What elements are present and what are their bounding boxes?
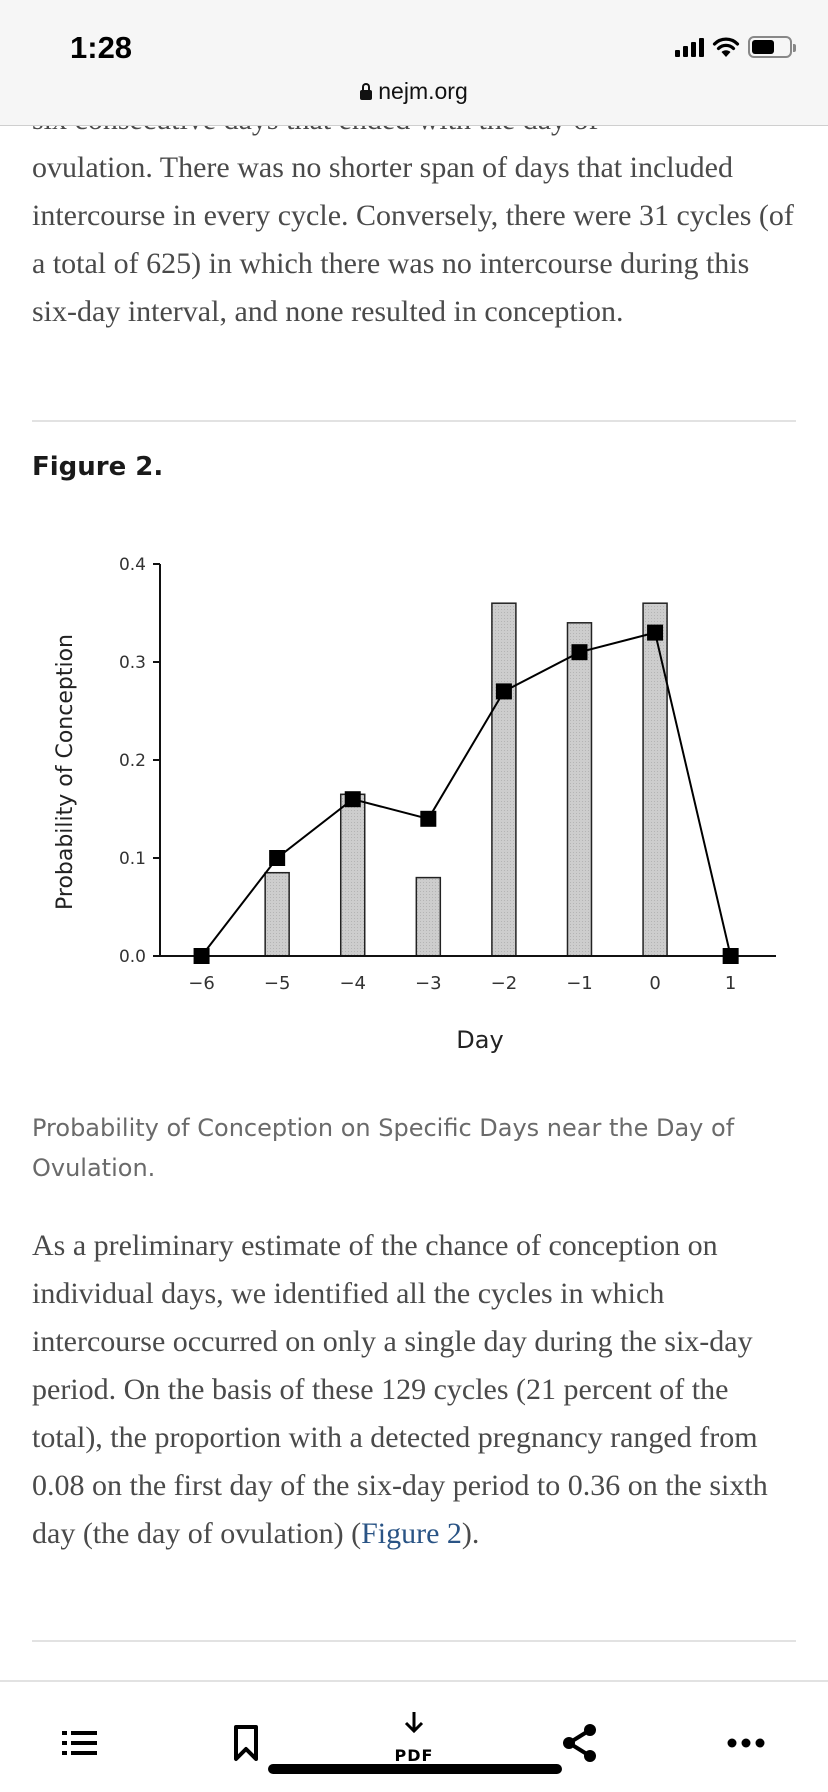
line-marker-day--4 <box>344 791 361 808</box>
bookmark-icon <box>234 1725 258 1761</box>
url-text: nejm.org <box>378 78 468 104</box>
home-indicator <box>268 1764 562 1774</box>
section-divider <box>32 1640 796 1642</box>
x-tick-label: −2 <box>491 973 518 994</box>
lock-icon <box>360 83 373 100</box>
y-axis-label: Probability of Conception <box>53 634 78 910</box>
x-tick-label: −3 <box>415 973 442 994</box>
y-tick-label: 0.0 <box>119 947 146 967</box>
line-marker-day-0 <box>647 624 664 641</box>
paragraph-text: ovulation. There was no shorter span of … <box>32 151 794 328</box>
url-bar[interactable]: nejm.org <box>0 78 828 105</box>
bar-day--5 <box>264 871 290 957</box>
x-tick-label: 1 <box>725 973 736 994</box>
bar-day-0 <box>642 602 668 957</box>
line-marker-day--3 <box>420 810 437 827</box>
x-tick-label: −4 <box>339 973 366 994</box>
share-button[interactable] <box>550 1718 610 1768</box>
line-marker-day--1 <box>571 644 588 661</box>
pdf-download-button[interactable]: PDF <box>384 1712 444 1768</box>
wifi-icon <box>712 37 740 57</box>
x-tick-label: 0 <box>649 973 660 994</box>
line-marker-day-1 <box>722 948 739 964</box>
line-marker-day--2 <box>495 683 512 700</box>
bar-day--4 <box>339 793 366 957</box>
share-icon <box>563 1724 596 1762</box>
status-time: 1:28 <box>70 30 133 65</box>
bar-day--1 <box>566 622 593 957</box>
section-divider <box>32 420 796 422</box>
paragraph-text: As a preliminary estimate of the chance … <box>32 1229 768 1550</box>
bar-day--2 <box>491 602 517 957</box>
status-icons <box>675 36 796 58</box>
more-button[interactable] <box>716 1718 776 1768</box>
bar-day--3 <box>415 876 442 957</box>
line-marker-day--6 <box>193 948 210 964</box>
model-line <box>200 631 732 957</box>
contents-button[interactable] <box>50 1718 110 1768</box>
y-tick-label: 0.4 <box>119 555 146 575</box>
pdf-download-icon <box>404 1712 424 1734</box>
paragraph-text-end: ). <box>461 1517 480 1550</box>
list-icon <box>62 1731 97 1755</box>
more-icon <box>727 1738 765 1748</box>
x-tick-label: −1 <box>566 973 593 994</box>
bookmark-button[interactable] <box>216 1718 276 1768</box>
x-axis-label: Day <box>456 1026 503 1054</box>
figure-2-link[interactable]: Figure 2 <box>361 1517 462 1550</box>
x-tick-label: −6 <box>188 973 215 994</box>
line-marker-day--5 <box>269 850 286 866</box>
y-tick-label: 0.1 <box>119 849 146 869</box>
cellular-signal-icon <box>675 37 704 57</box>
y-tick-label: 0.3 <box>119 653 146 673</box>
status-bar: 1:28 nejm.org <box>0 0 828 126</box>
figure-title: Figure 2. <box>32 452 164 482</box>
figure-caption: Probability of Conception on Specific Da… <box>32 1114 735 1182</box>
battery-icon <box>748 36 796 58</box>
y-tick-label: 0.2 <box>119 751 146 771</box>
pdf-label: PDF <box>394 1746 434 1765</box>
article-paragraph-top: six consecutive days that ended with the… <box>32 96 796 336</box>
x-tick-label: −5 <box>264 973 291 994</box>
figure-chart[interactable]: 0.0 0.1 0.2 0.3 0.4 −6 −5 −4 −3 −2 −1 0 1 Day Probabil… <box>30 540 800 1060</box>
article-paragraph-bottom: As a preliminary estimate of the chance … <box>32 1222 796 1558</box>
bottom-toolbar: PDF <box>0 1680 828 1792</box>
